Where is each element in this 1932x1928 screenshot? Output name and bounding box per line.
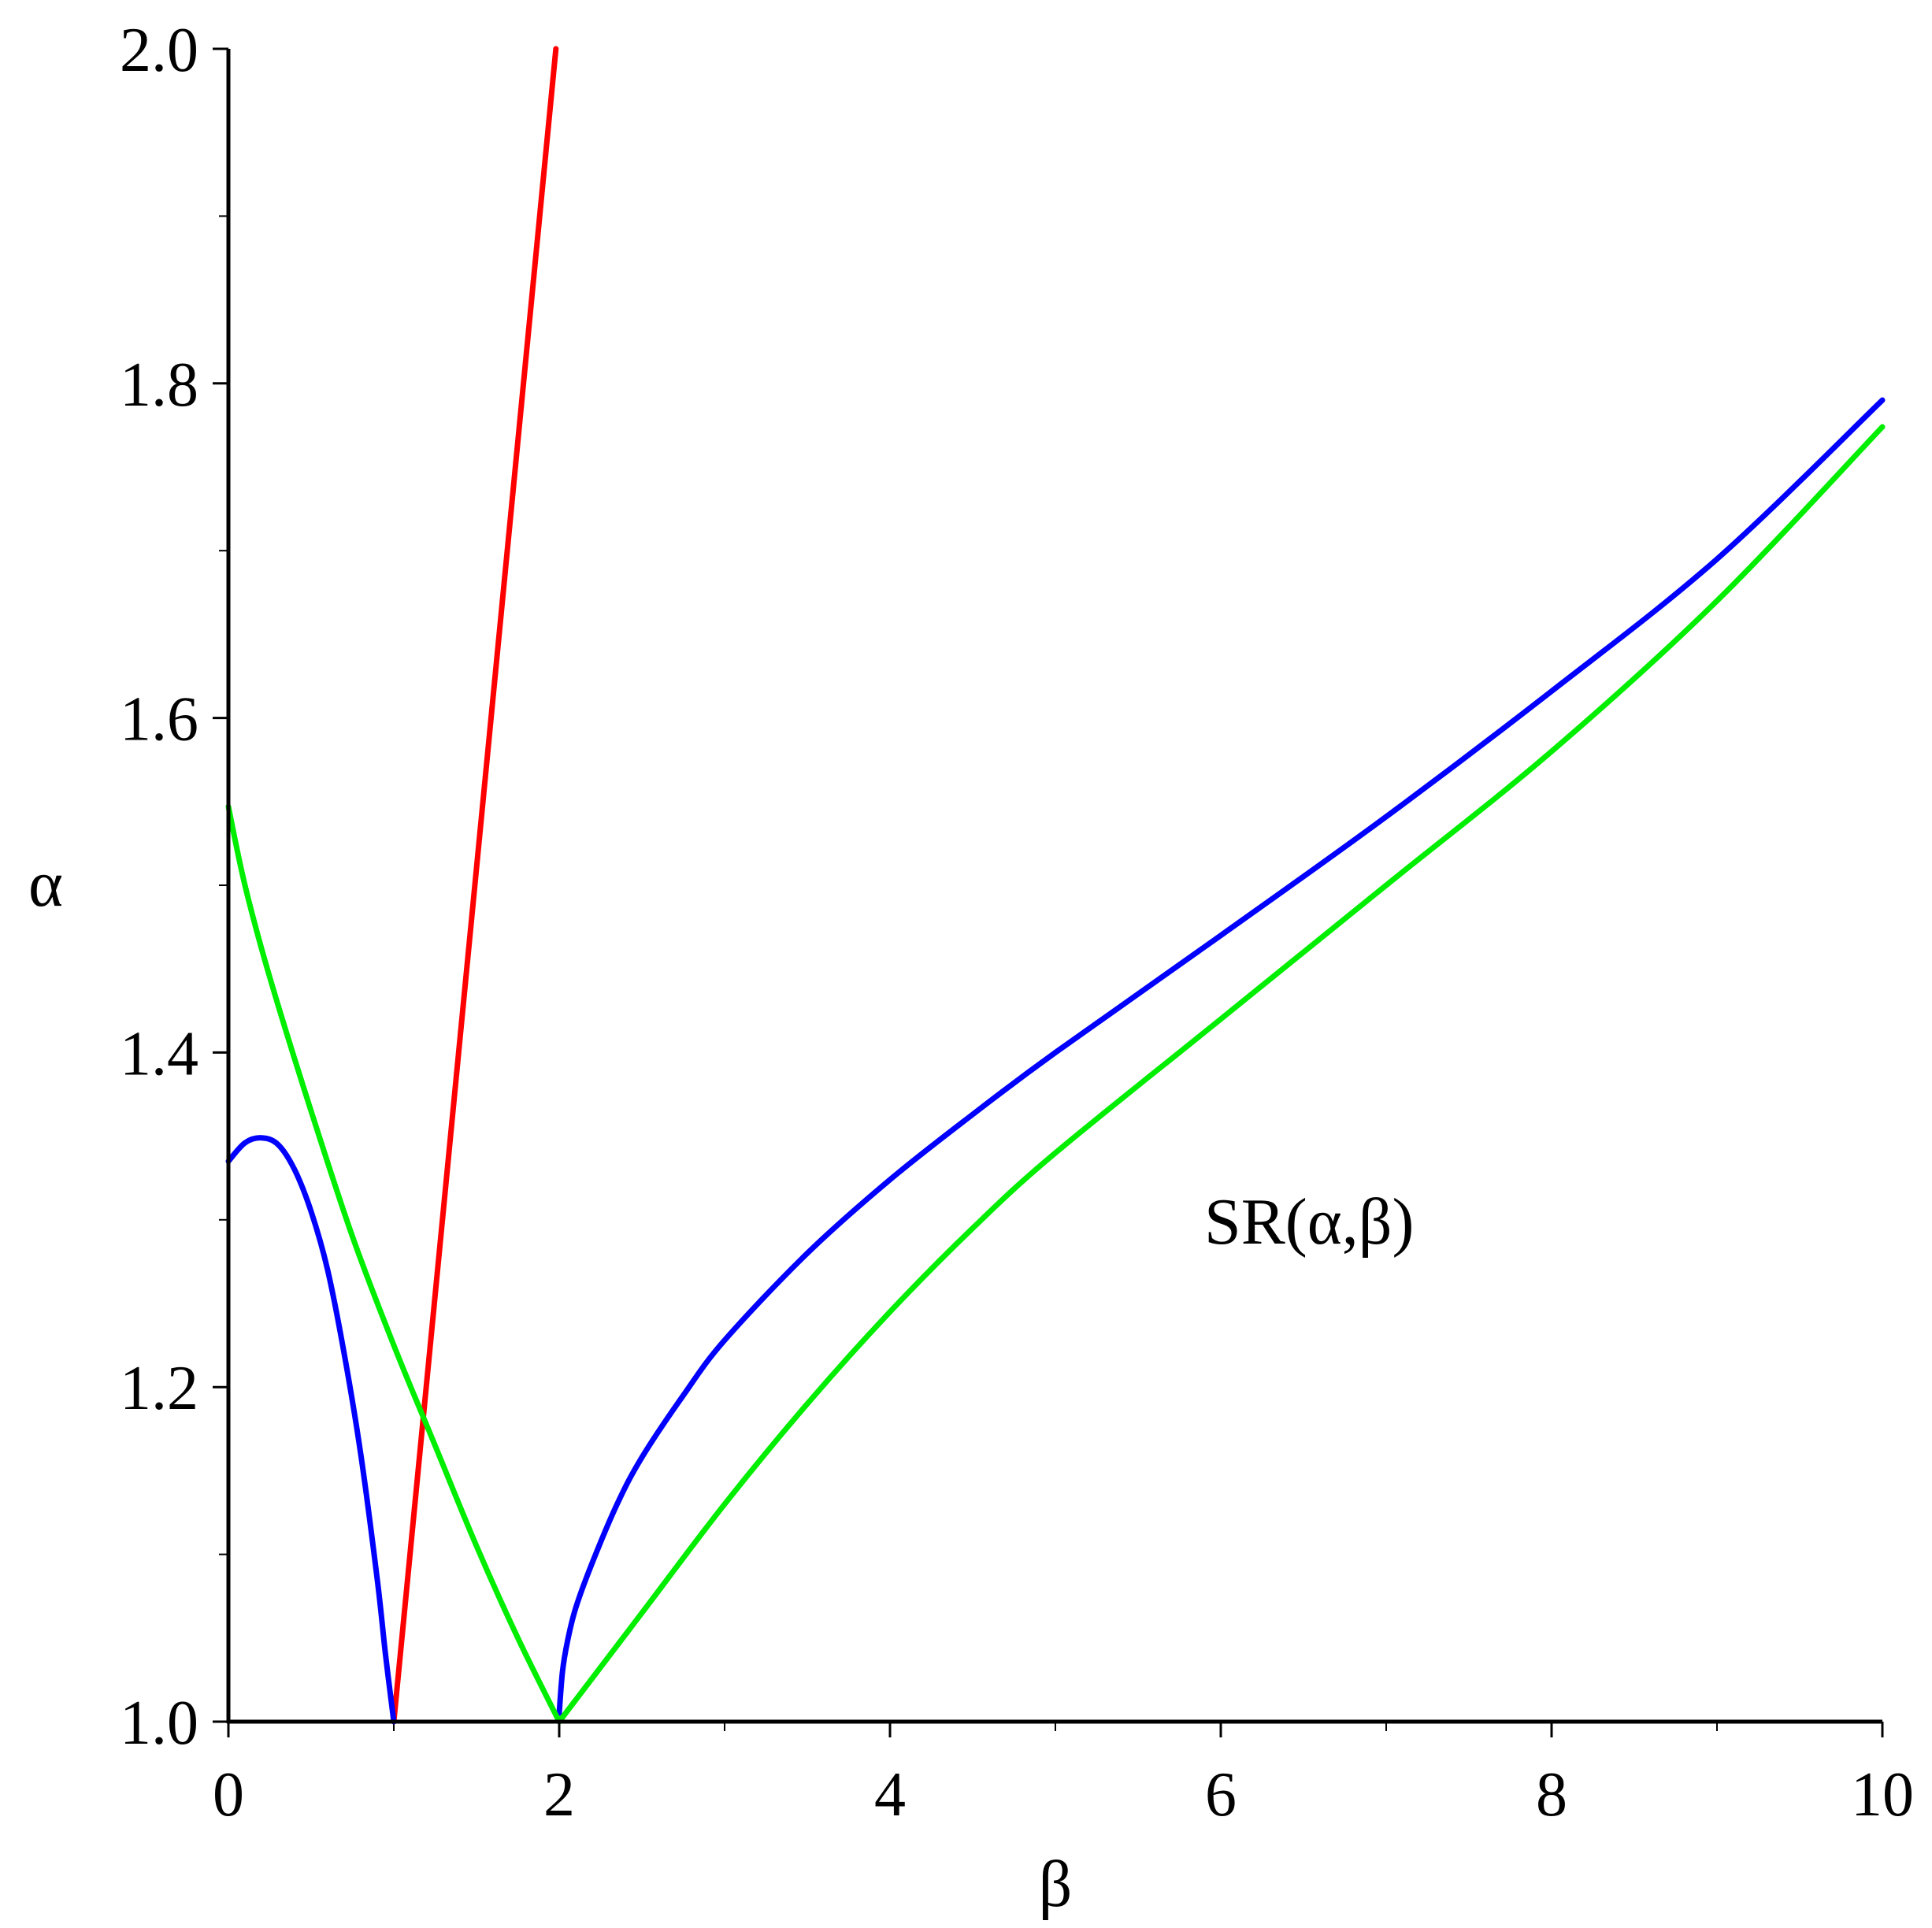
y-tick-label: 2.0 <box>120 16 198 85</box>
x-ticks: 0 2 4 6 8 10 <box>213 1722 1914 1830</box>
minor-ticks <box>219 215 1718 1731</box>
x-tick-label: 2 <box>543 1760 575 1830</box>
x-tick-label: 6 <box>1205 1760 1237 1830</box>
series-line-2 <box>556 397 1886 1716</box>
y-tick-label: 1.6 <box>120 685 198 755</box>
y-tick-label: 1.4 <box>120 1019 198 1088</box>
series-line-1 <box>225 1135 397 1725</box>
annotation-label: SR(α,β) <box>1204 1185 1414 1259</box>
series-layer <box>225 46 1886 1725</box>
series-line-0 <box>391 46 559 1725</box>
series-line-4 <box>556 424 1886 1725</box>
y-tick-label: 1.8 <box>120 350 198 420</box>
x-tick-label: 10 <box>1851 1760 1914 1830</box>
x-tick-label: 8 <box>1536 1760 1567 1830</box>
y-tick-label: 1.2 <box>120 1354 198 1423</box>
y-ticks: 1.0 1.2 1.4 1.6 1.8 2.0 <box>120 16 228 1758</box>
series-line-3 <box>225 803 562 1725</box>
y-axis-label: α <box>28 847 63 921</box>
x-axis-label: β <box>1039 1848 1073 1921</box>
y-tick-label: 1.0 <box>120 1689 198 1758</box>
x-tick-label: 0 <box>213 1760 244 1830</box>
x-tick-label: 4 <box>874 1760 906 1830</box>
